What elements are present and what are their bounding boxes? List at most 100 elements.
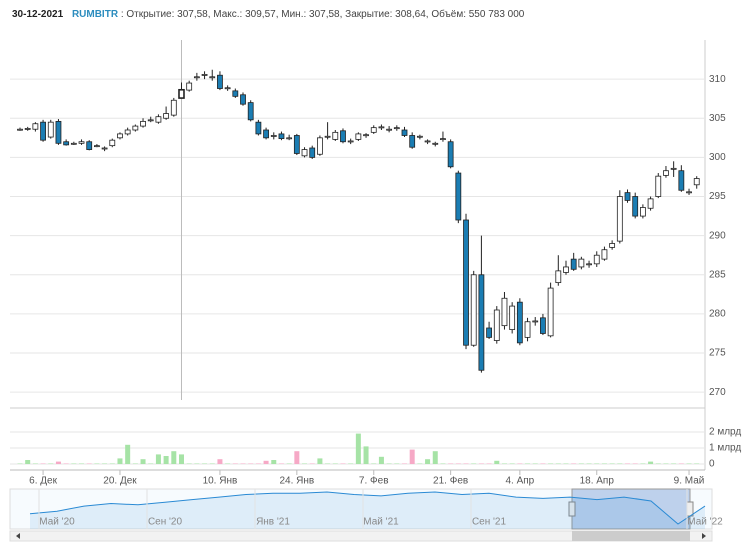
candle-body [540,317,546,334]
volume-tick-label: 2 млрд [709,427,741,438]
candle-body [47,121,54,138]
candle-body [263,129,269,139]
volume-bar [263,460,269,464]
candle-body [386,128,393,131]
candle-body [363,134,369,137]
volume-bar [409,449,415,464]
candle-body [501,297,508,327]
candle-body [124,129,131,135]
volume-bar [163,456,169,464]
scrollbar-thumb[interactable] [572,531,690,541]
scroll-left[interactable] [16,533,20,539]
candle-body [186,82,193,91]
y-tick-label: 290 [709,230,726,241]
volume-bar [378,456,384,464]
header-ticker: RUMBITR [72,9,119,20]
candle-body [247,102,254,121]
candle-body [463,219,469,346]
navigator-label: Сен '20 [148,517,183,528]
candle-body [601,249,608,260]
volume-bar [178,454,184,464]
volume-bar [425,459,431,464]
volume-bar [140,459,146,464]
candle-body [217,74,223,89]
candle-body [332,131,339,140]
candle-body [516,301,523,344]
volume-bar [25,460,31,464]
header: 30-12-2021 RUMBITR : Открытие: 307,58, М… [12,8,525,20]
x-tick-label: 9. Май [674,476,705,487]
candle-body [32,123,39,130]
candle-body [94,145,100,148]
candle-body [532,320,539,323]
candle-body [670,167,677,170]
navigator-label: Сен '21 [472,517,507,528]
candle-body [193,76,200,79]
navigator-selection[interactable] [571,488,691,530]
candle-body [478,274,485,371]
scroll-right[interactable] [702,533,706,539]
volume-bar [317,458,323,464]
candle-body [232,90,239,97]
y-tick-label: 270 [709,387,726,398]
candle-body [524,321,531,338]
x-tick-label: 24. Янв [279,476,314,487]
navigator-handle[interactable] [568,501,576,517]
navigator-handle[interactable] [686,501,694,517]
volume-bar [363,446,369,464]
candle-body [639,207,646,217]
candle-body [324,135,331,138]
x-tick-label: 6. Дек [29,476,57,487]
x-tick-label: 4. Апр [505,476,534,487]
navigator-label: Янв '21 [256,517,290,528]
candle-body [401,129,408,136]
candle-body [678,170,685,191]
navigator-area [30,492,705,529]
candle-body [170,99,177,116]
candle-body [209,76,216,79]
candle-body [201,74,208,76]
volume-bar [217,459,223,464]
candle-body [693,178,700,186]
candle-body [616,196,623,242]
candle-body [593,254,600,265]
y-tick-label: 300 [709,152,726,163]
x-tick-label: 10. Янв [203,476,238,487]
candle-body [155,116,162,123]
volume-bar [494,460,500,464]
candle-body [17,128,23,131]
volume-tick-label: 1 млрд [709,443,741,454]
volume-bar [271,460,277,464]
candle-body [663,170,669,176]
candle-body [555,270,562,284]
candle-body [109,139,116,147]
candle-body [293,135,300,154]
x-tick-label: 20. Дек [103,476,137,487]
candle-body [455,172,462,221]
scrollbar-track[interactable] [9,530,713,542]
candle-body [240,94,246,105]
volume-bar [294,451,300,464]
candle-body [255,121,262,135]
navigator-label: Май '22 [687,517,723,528]
y-tick-label: 275 [709,348,726,359]
candle-body [117,133,123,139]
candle-body [547,287,554,337]
candle-body [140,120,146,127]
candle-body [78,141,85,144]
candle-body [432,142,439,145]
candle-body [509,305,516,330]
candle-body [24,128,31,130]
volume-tick-label: 0 [709,459,715,470]
candle-body [286,137,293,140]
candle-body [486,327,492,338]
candle-body [570,258,577,270]
volume-bar [648,461,654,464]
candle-body [40,121,46,141]
y-tick-label: 280 [709,309,726,320]
header-details: : Открытие: 307,58, Макс.: 309,57, Мин.:… [118,8,525,20]
candle-body [647,198,654,209]
candle-body [301,149,308,157]
candle-body [178,88,185,99]
navigator-line [29,491,706,525]
